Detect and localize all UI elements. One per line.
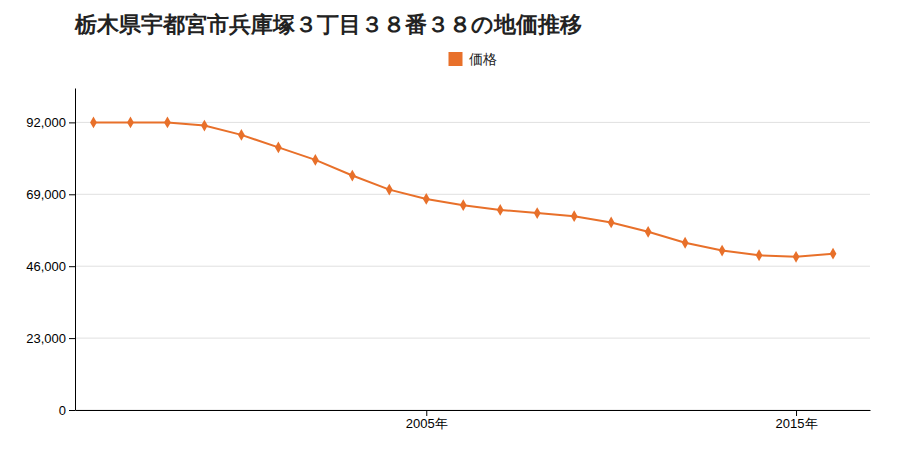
marker (534, 207, 541, 219)
marker (349, 170, 356, 182)
tick-label: 23,000 (26, 331, 66, 346)
tick-mark (69, 194, 75, 195)
marker (608, 217, 615, 229)
tick-mark (69, 410, 75, 411)
grid-line (75, 410, 870, 411)
tick: 0 (59, 403, 75, 418)
axis-line (76, 410, 871, 411)
legend-label: 価格 (469, 51, 497, 67)
tick-label: 92,000 (26, 115, 66, 130)
grid (75, 122, 870, 410)
plot-area: 2005年 2015年 0 23,000 46,000 69,000 92,000 (26, 89, 870, 432)
tick-label: 69,000 (26, 187, 66, 202)
marker (127, 117, 134, 129)
marker (645, 226, 652, 238)
marker (756, 249, 763, 261)
tick-label: 2005年 (406, 416, 448, 431)
legend-item: 価格 (449, 51, 497, 67)
marker (571, 210, 578, 222)
tick-label: 2015年 (776, 416, 818, 431)
marker (386, 184, 393, 196)
marker (275, 142, 282, 154)
marker (793, 251, 800, 263)
chart: 栃木県宇都宮市兵庫塚３丁目３８番３８の地価推移 2005年 2015年 0 23,000… (0, 0, 900, 450)
grid-line (75, 338, 870, 339)
line (93, 122, 833, 256)
marker (497, 204, 504, 216)
tick-label: 46,000 (26, 259, 66, 274)
tick-mark (796, 410, 797, 416)
marker (238, 129, 245, 141)
marker (719, 245, 726, 257)
grid-line (75, 122, 870, 123)
tick: 2015年 (776, 410, 818, 431)
tick: 23,000 (26, 331, 75, 346)
tick: 46,000 (26, 259, 75, 274)
tick-mark (69, 266, 75, 267)
marker (423, 193, 430, 205)
tick-mark (69, 122, 75, 123)
axis-line (75, 89, 76, 411)
marker (830, 248, 837, 260)
grid-line (75, 266, 870, 267)
tick: 69,000 (26, 187, 75, 202)
x-axis: 2005年 2015年 (76, 410, 871, 431)
grid-line (75, 194, 870, 195)
marker (312, 154, 319, 166)
legend-swatch (449, 52, 463, 66)
legend: 価格 (449, 51, 497, 67)
marker (460, 199, 467, 211)
marker (682, 237, 689, 249)
marker (201, 120, 208, 132)
marker (90, 117, 97, 129)
y-axis: 0 23,000 46,000 69,000 92,000 (26, 89, 75, 418)
marks (90, 117, 836, 263)
tick: 92,000 (26, 115, 75, 130)
marker (164, 117, 171, 129)
title: 栃木県宇都宮市兵庫塚３丁目３８番３８の地価推移 (74, 12, 582, 37)
tick-label: 0 (59, 403, 66, 418)
tick-mark (426, 410, 427, 416)
tick: 2005年 (406, 410, 448, 431)
tick-mark (69, 338, 75, 339)
